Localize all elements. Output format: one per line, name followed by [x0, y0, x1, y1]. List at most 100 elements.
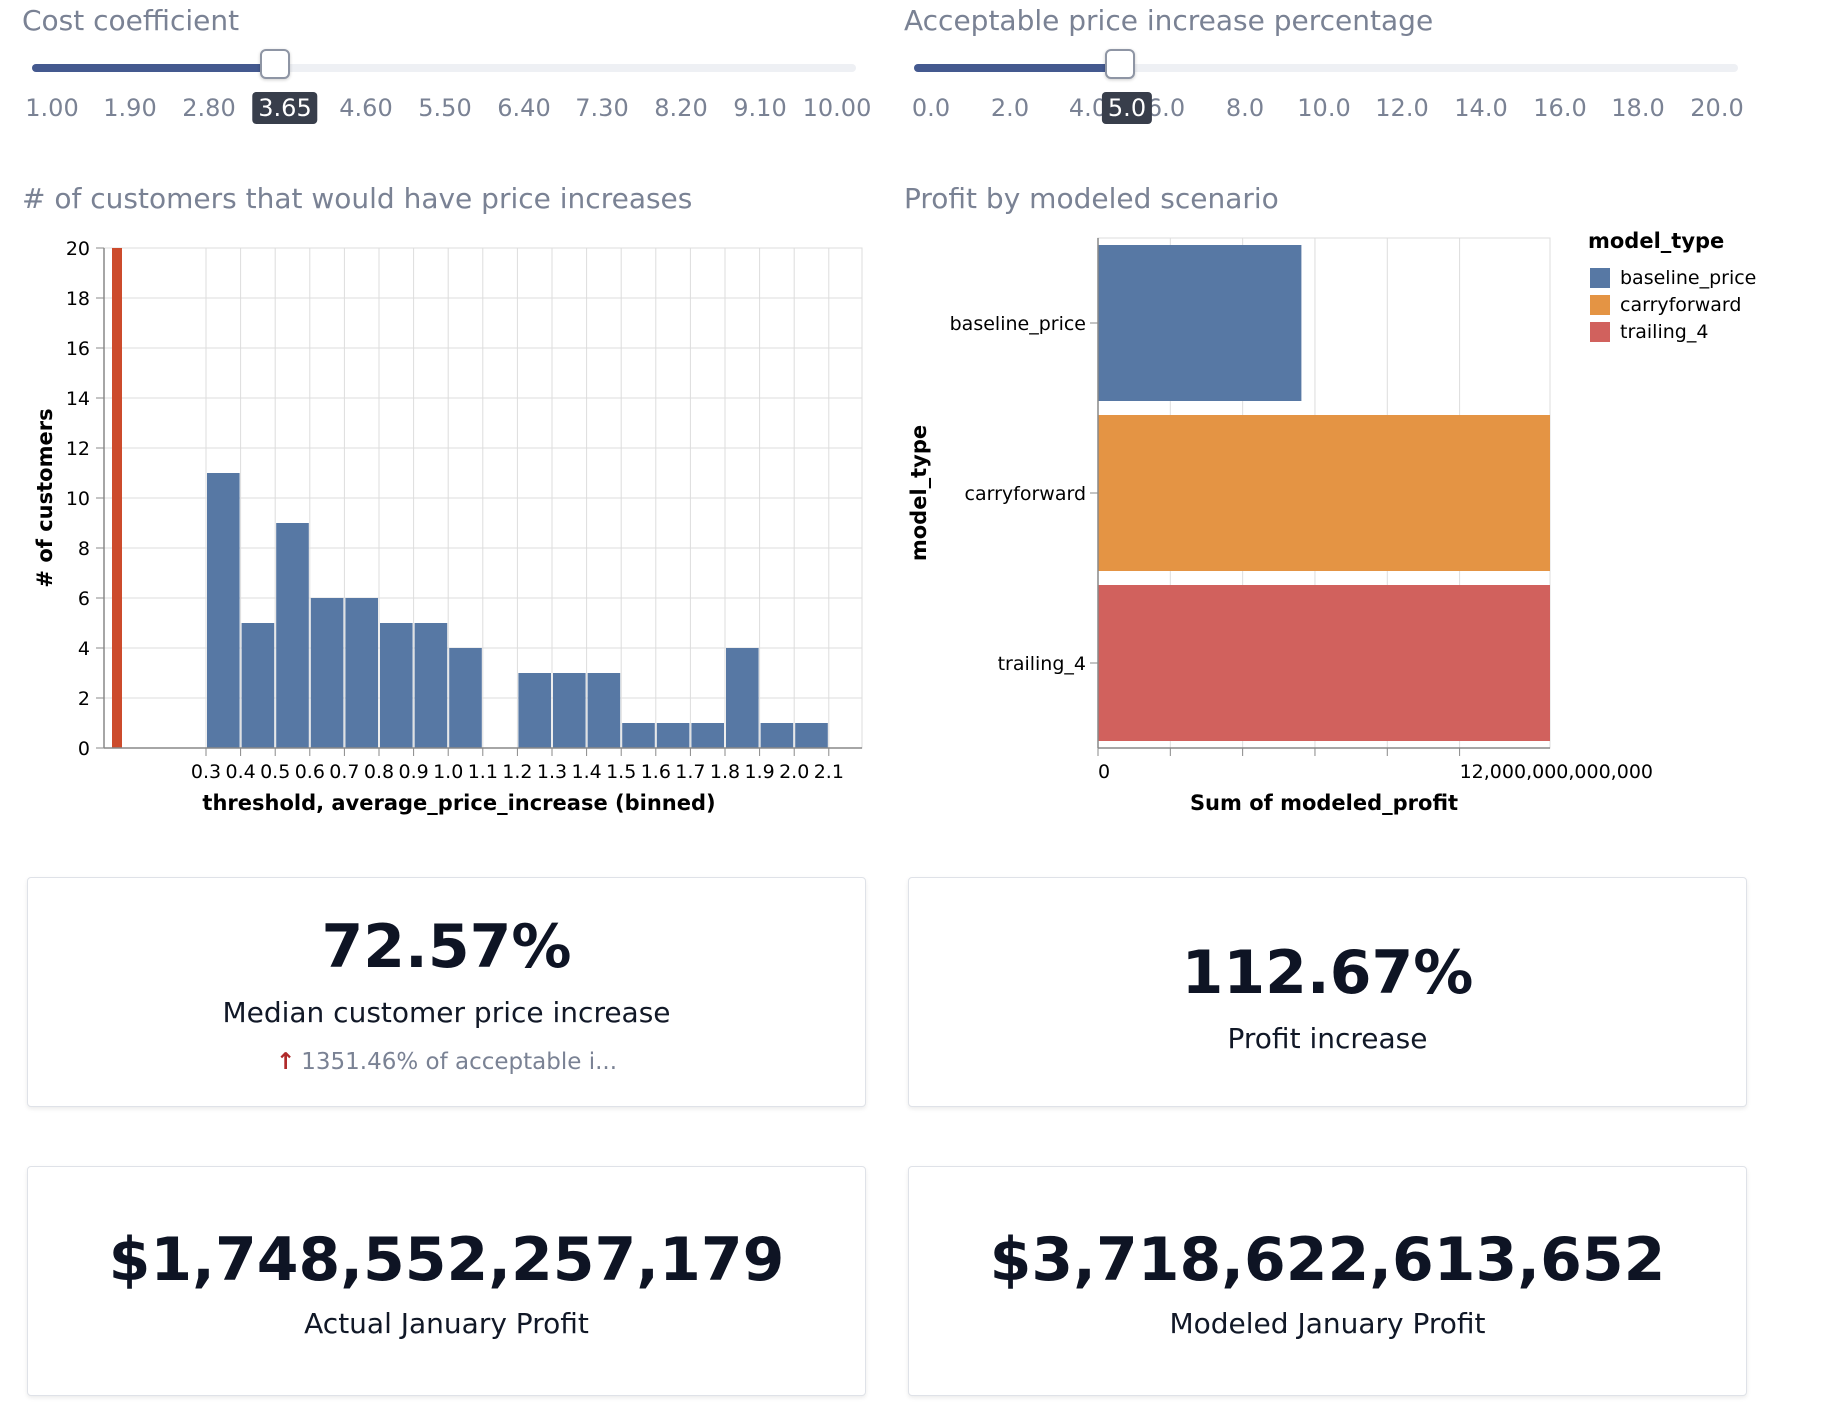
acceptable-current-value: 5.0: [1101, 92, 1153, 124]
x-tick-label: 0.5: [260, 761, 290, 783]
x-tick-label: 1.6: [641, 761, 671, 783]
cost-tick-label: 10.00: [802, 94, 872, 122]
slider-track[interactable]: [32, 64, 856, 72]
acceptable-tick-label: 14.0: [1454, 94, 1508, 122]
slider-thumb[interactable]: [259, 49, 290, 79]
histogram-bar: [656, 723, 690, 748]
x-tick-label: 0.4: [225, 761, 255, 783]
slider-track[interactable]: [914, 64, 1738, 72]
cost-coefficient-ticks: 1.00 1.90 2.80 3.65 4.60 5.50 6.40 7.30 8.20 9.10…: [0, 40, 900, 124]
y-tick-label: 6: [78, 588, 90, 610]
kpi-value: 72.57%: [321, 912, 572, 982]
acceptable-tick-label: 8.0: [1225, 94, 1265, 122]
histogram-bar: [276, 523, 309, 748]
arrow-up-icon: ↑: [275, 1049, 296, 1075]
histogram-bar: [449, 648, 482, 748]
histogram-bar: [622, 723, 655, 748]
profit-chart-title: Profit by modeled scenario: [904, 182, 1279, 215]
histogram-bar: [380, 623, 413, 748]
kpi-label: Profit increase: [1227, 1022, 1428, 1055]
x-tick-label: 1.8: [710, 761, 740, 783]
kpi-value: 112.67%: [1181, 938, 1474, 1008]
actual-january-profit-card: $1,748,552,257,179 Actual January Profit: [27, 1166, 866, 1396]
histogram-bar: [241, 623, 275, 748]
histogram-bar: [726, 648, 759, 748]
legend-label: baseline_price: [1620, 267, 1756, 289]
x-tick-label: 0.9: [398, 761, 428, 783]
histogram-bar: [310, 598, 344, 748]
y-tick-label: 2: [78, 688, 90, 710]
x-tick-label: 2.1: [814, 761, 844, 783]
slider-fill: [914, 64, 1120, 72]
acceptable-tick-label: 0.0: [911, 94, 951, 122]
kpi-delta-text: 1351.46% of acceptable i...: [301, 1049, 618, 1075]
cost-tick-label: 1.90: [103, 94, 157, 122]
legend-swatch: [1590, 268, 1610, 288]
y-tick-label: 8: [78, 538, 90, 560]
acceptable-tick-label: 12.0: [1375, 94, 1429, 122]
legend-label: carryforward: [1620, 294, 1741, 316]
y-axis-title: model_type: [907, 425, 931, 561]
acceptable-increase-slider[interactable]: [914, 40, 1738, 100]
modeled-january-profit-card: $3,718,622,613,652 Modeled January Profi…: [908, 1166, 1747, 1396]
legend-title: model_type: [1588, 229, 1724, 253]
cost-tick-label: 1.00: [25, 94, 79, 122]
acceptable-tick-label: 20.0: [1690, 94, 1744, 122]
cost-tick-label: 9.10: [733, 94, 787, 122]
cost-tick-label: 7.30: [575, 94, 629, 122]
acceptable-increase-ticks: 0.0 2.0 4.0 5.0 6.0 8.0 10.0 12.0 14.0 16.0 18.0 20…: [0, 40, 1822, 124]
median-price-increase-card: 72.57% Median customer price increase ↑ 1…: [27, 877, 866, 1107]
y-tick-label: 0: [78, 738, 90, 760]
profit-bar: [1098, 245, 1302, 401]
x-tick-label: 0.7: [329, 761, 359, 783]
x-tick-label: 1.7: [675, 761, 705, 783]
y-tick-label: 10: [66, 488, 90, 510]
acceptable-tick-label: 2.0: [990, 94, 1030, 122]
histogram-bar: [795, 723, 828, 748]
profit-bar: [1098, 585, 1550, 741]
legend-swatch: [1590, 295, 1610, 315]
x-tick-label: 1.1: [468, 761, 498, 783]
kpi-label: Actual January Profit: [304, 1307, 589, 1340]
histogram-bar: [518, 673, 551, 748]
acceptable-tick-label: 6.0: [1146, 94, 1186, 122]
acceptable-increase-label: Acceptable price increase percentage: [904, 4, 1434, 37]
y-tick-label: carryforward: [965, 483, 1086, 505]
profit-increase-card: 112.67% Profit increase: [908, 877, 1747, 1107]
kpi-label: Median customer price increase: [222, 996, 671, 1029]
acceptable-tick-label: 10.0: [1297, 94, 1351, 122]
histogram-bar: [587, 673, 621, 748]
x-tick-label: 1.9: [744, 761, 774, 783]
x-tick-label: 0.8: [364, 761, 394, 783]
x-axis-title: threshold, average_price_increase (binne…: [202, 791, 715, 815]
profit-bar: [1098, 415, 1550, 571]
cost-tick-label: 4.60: [339, 94, 393, 122]
cost-tick-label: 8.20: [654, 94, 708, 122]
acceptable-tick-label: 4.0: [1068, 94, 1108, 122]
cost-coefficient-label: Cost coefficient: [22, 4, 240, 37]
x-tick-label: 12,000,000,000,000: [1460, 761, 1653, 783]
histogram-bar: [553, 673, 586, 748]
y-tick-label: 20: [66, 238, 90, 260]
y-tick-label: 14: [66, 388, 90, 410]
cost-current-value: 3.65: [252, 92, 318, 124]
profit-bar-chart: baseline_price carryforward trailing_4 0 12,…: [907, 229, 1756, 815]
x-tick-label: 1.4: [571, 761, 601, 783]
acceptable-tick-label: 16.0: [1533, 94, 1587, 122]
x-tick-label: 0.6: [295, 761, 325, 783]
histogram-bar: [414, 623, 448, 748]
cost-tick-label: 2.80: [182, 94, 236, 122]
slider-thumb[interactable]: [1105, 49, 1135, 79]
x-tick-label: 0.3: [191, 761, 221, 783]
cost-coefficient-slider[interactable]: [32, 40, 856, 100]
slider-fill: [32, 64, 275, 72]
histogram-bar: [345, 598, 378, 748]
histogram-bar: [207, 473, 240, 748]
y-tick-label: 18: [66, 288, 90, 310]
kpi-value: $1,748,552,257,179: [108, 1225, 785, 1295]
histogram-bar: [691, 723, 724, 748]
threshold-line: [112, 248, 122, 748]
x-tick-label: 1.2: [502, 761, 532, 783]
acceptable-tick-label: 18.0: [1611, 94, 1665, 122]
